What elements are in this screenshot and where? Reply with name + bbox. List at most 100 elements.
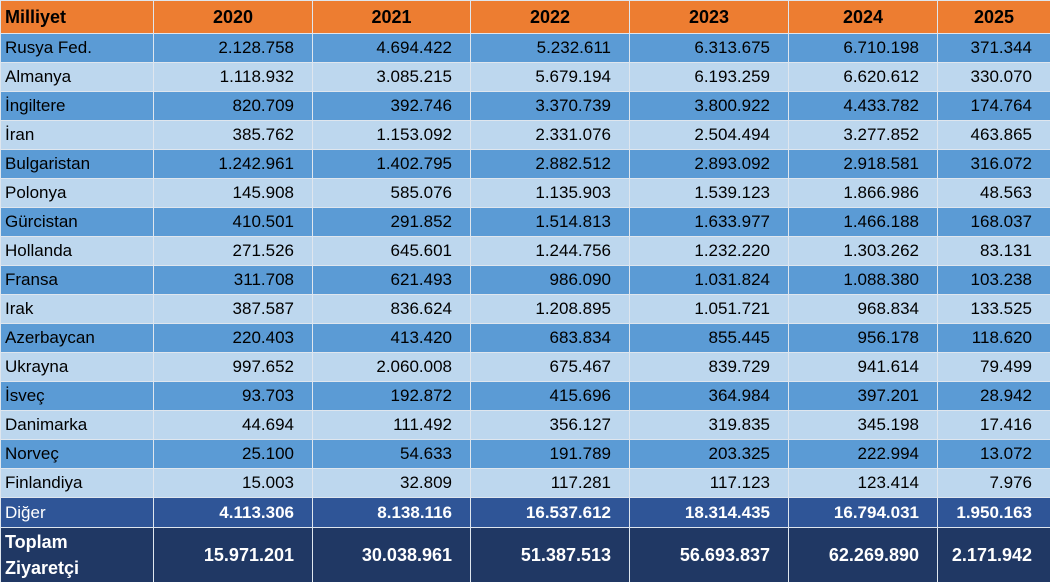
- cell: 410.501: [153, 207, 313, 237]
- cell: 2021: [312, 0, 471, 34]
- cell: 222.994: [788, 439, 938, 469]
- cell: 621.493: [312, 265, 471, 295]
- cell: 3.277.852: [788, 120, 938, 150]
- cell: 6.620.612: [788, 62, 938, 92]
- cell: 44.694: [153, 410, 313, 440]
- data-row: Azerbaycan 220.403 413.420 683.834 855.445 95…: [0, 323, 1050, 353]
- cell: 968.834: [788, 294, 938, 324]
- cell: 2.128.758: [153, 33, 313, 63]
- cell: 463.865: [937, 120, 1050, 150]
- cell: 2025: [937, 0, 1050, 34]
- cell: 4.694.422: [312, 33, 471, 63]
- cell: 1.466.188: [788, 207, 938, 237]
- cell: 956.178: [788, 323, 938, 353]
- row-label: İran: [0, 120, 154, 150]
- cell: 103.238: [937, 265, 1050, 295]
- cell: 675.467: [470, 352, 630, 382]
- row-label: Irak: [0, 294, 154, 324]
- cell: 118.620: [937, 323, 1050, 353]
- cell: 2022: [470, 0, 630, 34]
- cell: 4.433.782: [788, 91, 938, 121]
- cell: 54.633: [312, 439, 471, 469]
- cell: 6.710.198: [788, 33, 938, 63]
- row-label: Rusya Fed.: [0, 33, 154, 63]
- cell: 839.729: [629, 352, 789, 382]
- data-row: Ukrayna 997.652 2.060.008 675.467 839.729 941…: [0, 352, 1050, 382]
- data-row: Fransa 311.708 621.493 986.090 1.031.824 1.08…: [0, 265, 1050, 295]
- cell: 62.269.890: [788, 527, 938, 582]
- cell: 3.370.739: [470, 91, 630, 121]
- cell: 585.076: [312, 178, 471, 208]
- cell: 291.852: [312, 207, 471, 237]
- row-label: Finlandiya: [0, 468, 154, 498]
- data-row: İsveç 93.703 192.872 415.696 364.984 397.201 2…: [0, 381, 1050, 411]
- cell: 319.835: [629, 410, 789, 440]
- row-label: Hollanda: [0, 236, 154, 266]
- data-row: İngiltere 820.709 392.746 3.370.739 3.800.92…: [0, 91, 1050, 121]
- data-row: Bulgaristan 1.242.961 1.402.795 2.882.512 2.…: [0, 149, 1050, 179]
- data-row: Almanya 1.118.932 3.085.215 5.679.194 6.193.…: [0, 62, 1050, 92]
- other-row: Diğer 4.113.306 8.138.116 16.537.612 18.314.…: [0, 497, 1050, 528]
- cell: 145.908: [153, 178, 313, 208]
- cell: 986.090: [470, 265, 630, 295]
- cell: 855.445: [629, 323, 789, 353]
- cell: 6.193.259: [629, 62, 789, 92]
- cell: 2023: [629, 0, 789, 34]
- cell: 1.950.163: [937, 497, 1050, 528]
- cell: 271.526: [153, 236, 313, 266]
- cell: 1.135.903: [470, 178, 630, 208]
- row-label: Polonya: [0, 178, 154, 208]
- row-label: Milliyet: [0, 0, 154, 34]
- row-label: Norveç: [0, 439, 154, 469]
- cell: 117.281: [470, 468, 630, 498]
- cell: 1.244.756: [470, 236, 630, 266]
- cell: 2.331.076: [470, 120, 630, 150]
- cell: 56.693.837: [629, 527, 789, 582]
- data-row: Gürcistan 410.501 291.852 1.514.813 1.633.97…: [0, 207, 1050, 237]
- total-row: Toplam Ziyaretçi 15.971.201 30.038.961 51.3…: [0, 527, 1050, 582]
- cell: 83.131: [937, 236, 1050, 266]
- cell: 356.127: [470, 410, 630, 440]
- row-label: İsveç: [0, 381, 154, 411]
- cell: 5.232.611: [470, 33, 630, 63]
- cell: 2.893.092: [629, 149, 789, 179]
- cell: 997.652: [153, 352, 313, 382]
- cell: 820.709: [153, 91, 313, 121]
- cell: 1.118.932: [153, 62, 313, 92]
- cell: 17.416: [937, 410, 1050, 440]
- data-row: İran 385.762 1.153.092 2.331.076 2.504.494 3.…: [0, 120, 1050, 150]
- cell: 1.866.986: [788, 178, 938, 208]
- cell: 3.085.215: [312, 62, 471, 92]
- cell: 2.882.512: [470, 149, 630, 179]
- data-row: Polonya 145.908 585.076 1.135.903 1.539.123 1…: [0, 178, 1050, 208]
- cell: 1.208.895: [470, 294, 630, 324]
- cell: 413.420: [312, 323, 471, 353]
- cell: 117.123: [629, 468, 789, 498]
- cell: 2020: [153, 0, 313, 34]
- cell: 683.834: [470, 323, 630, 353]
- cell: 1.051.721: [629, 294, 789, 324]
- cell: 93.703: [153, 381, 313, 411]
- cell: 13.072: [937, 439, 1050, 469]
- row-label: Gürcistan: [0, 207, 154, 237]
- cell: 364.984: [629, 381, 789, 411]
- cell: 345.198: [788, 410, 938, 440]
- cell: 311.708: [153, 265, 313, 295]
- data-row: Danimarka 44.694 111.492 356.127 319.835 345.…: [0, 410, 1050, 440]
- cell: 192.872: [312, 381, 471, 411]
- data-row: Irak 387.587 836.624 1.208.895 1.051.721 968.…: [0, 294, 1050, 324]
- header-row: Milliyet 2020 2021 2022 2023 2024 2025: [0, 0, 1050, 34]
- cell: 1.153.092: [312, 120, 471, 150]
- row-label: Diğer: [0, 497, 154, 528]
- row-label: Danimarka: [0, 410, 154, 440]
- cell: 51.387.513: [470, 527, 630, 582]
- cell: 316.072: [937, 149, 1050, 179]
- cell: 25.100: [153, 439, 313, 469]
- cell: 1.539.123: [629, 178, 789, 208]
- cell: 1.633.977: [629, 207, 789, 237]
- cell: 123.414: [788, 468, 938, 498]
- cell: 1.088.380: [788, 265, 938, 295]
- row-label: Fransa: [0, 265, 154, 295]
